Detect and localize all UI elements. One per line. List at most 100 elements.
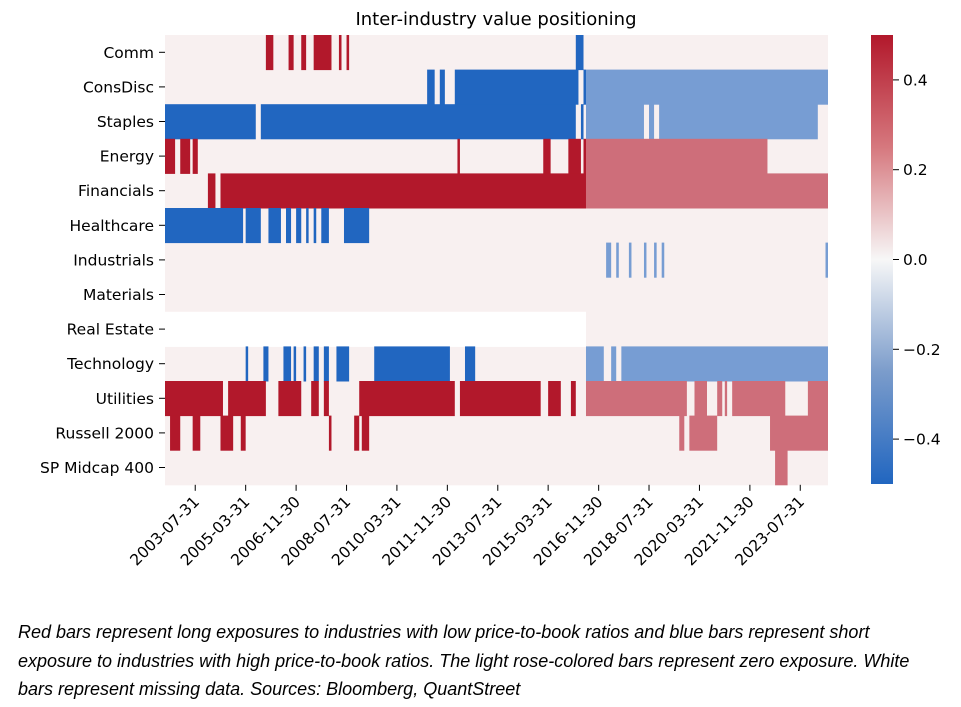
heatmap-cell — [296, 208, 302, 244]
row-background — [165, 277, 828, 313]
heatmap-cell — [694, 381, 707, 417]
colorbar-tick-label: 0.2 — [903, 161, 928, 179]
heatmap-cell — [654, 242, 657, 278]
heatmap-cell — [543, 138, 551, 174]
heatmap-cell — [689, 415, 718, 451]
row-label: Utilities — [96, 390, 154, 408]
heatmap-cell — [286, 208, 292, 244]
colorbar — [871, 35, 893, 484]
row-label: Russell 2000 — [55, 424, 154, 442]
heatmap-cell — [220, 173, 586, 209]
heatmap-cell — [313, 346, 319, 382]
colorbar-tick-label: −0.2 — [903, 341, 941, 359]
row-label: Comm — [103, 44, 154, 62]
heatmap-cell — [165, 138, 176, 174]
heatmap-cell — [303, 346, 307, 382]
heatmap-cell — [585, 346, 604, 382]
heatmap-cell — [354, 415, 360, 451]
heatmap-cell — [293, 346, 297, 382]
heatmap-cell — [649, 104, 655, 140]
heatmap-cell — [268, 208, 281, 244]
heatmap-cell — [621, 346, 828, 382]
heatmap-cell — [263, 346, 269, 382]
colorbar-tick-label: 0.4 — [903, 71, 928, 89]
heatmap-cell — [661, 242, 665, 278]
heatmap-cell — [606, 242, 612, 278]
heatmap-cell — [165, 208, 244, 244]
heatmap-cell — [313, 35, 332, 71]
row-label: Financials — [78, 182, 154, 200]
heatmap-cell — [323, 346, 329, 382]
heatmap-cell — [374, 346, 450, 382]
row-label: ConsDisc — [83, 78, 154, 96]
heatmap-cell — [439, 69, 445, 105]
row-background — [165, 242, 828, 278]
heatmap-cell — [724, 381, 728, 417]
heatmap-cell — [427, 69, 435, 105]
heatmap-cell — [321, 208, 329, 244]
row-label: Real Estate — [67, 321, 154, 339]
heatmap-cell — [260, 104, 576, 140]
heatmap-cell — [679, 415, 685, 451]
chart-title: Inter-industry value positioning — [355, 9, 636, 30]
row-background — [165, 208, 828, 244]
heatmap-cell — [313, 208, 317, 244]
heatmap-cell — [311, 381, 319, 417]
heatmap-cell — [568, 138, 581, 174]
row-background — [165, 450, 828, 486]
heatmap-cell — [165, 104, 256, 140]
row-background — [165, 35, 828, 71]
heatmap-cell — [301, 35, 307, 71]
heatmap-cell — [570, 381, 576, 417]
heatmap-cell — [643, 242, 647, 278]
heatmap-cell — [245, 208, 261, 244]
heatmap-cell — [585, 173, 828, 209]
heatmap-cell — [180, 138, 191, 174]
heatmap-cell — [192, 138, 198, 174]
heatmap-cell — [170, 415, 181, 451]
heatmap-cell — [464, 346, 476, 382]
row-label: Industrials — [73, 251, 154, 269]
heatmap-cell — [659, 104, 818, 140]
heatmap-cell — [361, 415, 370, 451]
heatmap-cell — [265, 35, 274, 71]
heatmap-cell — [457, 138, 460, 174]
heatmap-cell — [359, 381, 455, 417]
heatmap-chart: Inter-industry value positioning Comm Con… — [40, 9, 941, 569]
colorbar-tick-label: −0.4 — [903, 431, 941, 449]
heatmap-cell — [580, 104, 584, 140]
heatmap-cell — [283, 346, 292, 382]
row-label: Staples — [97, 113, 154, 131]
heatmap-cell — [323, 381, 329, 417]
row-label: SP Midcap 400 — [40, 459, 154, 477]
heatmap-cell — [220, 415, 234, 451]
heatmap-cell — [288, 35, 294, 71]
heatmap-cell — [336, 346, 350, 382]
heatmap-cell — [328, 415, 332, 451]
heatmap-cell — [717, 381, 723, 417]
heatmap-cell — [585, 138, 768, 174]
heatmap-cell — [585, 104, 644, 140]
heatmap-cell — [207, 173, 216, 209]
heatmap-cell — [807, 381, 828, 417]
heatmap-cell — [454, 69, 579, 105]
heatmap-cell — [245, 346, 249, 382]
heatmap-cell — [548, 381, 561, 417]
heatmap-cell — [585, 69, 828, 105]
heatmap-cell — [825, 242, 828, 278]
row-labels: Comm ConsDisc Staples Energy Financials Healt… — [40, 44, 165, 477]
row-label: Technology — [66, 355, 154, 373]
heatmap-cell — [628, 242, 632, 278]
heatmap-cell — [775, 450, 788, 486]
heatmap-cell — [228, 381, 266, 417]
colorbar-tick-label: 0.0 — [903, 251, 928, 269]
heatmap-cell — [306, 208, 309, 244]
heatmap-cell — [585, 381, 687, 417]
row-label: Energy — [100, 148, 154, 166]
heatmap-cell — [575, 35, 584, 71]
heatmap-cell — [240, 415, 246, 451]
heatmap-cell — [732, 381, 786, 417]
heatmap-cell — [583, 69, 586, 105]
missing-cell — [165, 311, 586, 347]
heatmap-cell — [583, 138, 586, 174]
